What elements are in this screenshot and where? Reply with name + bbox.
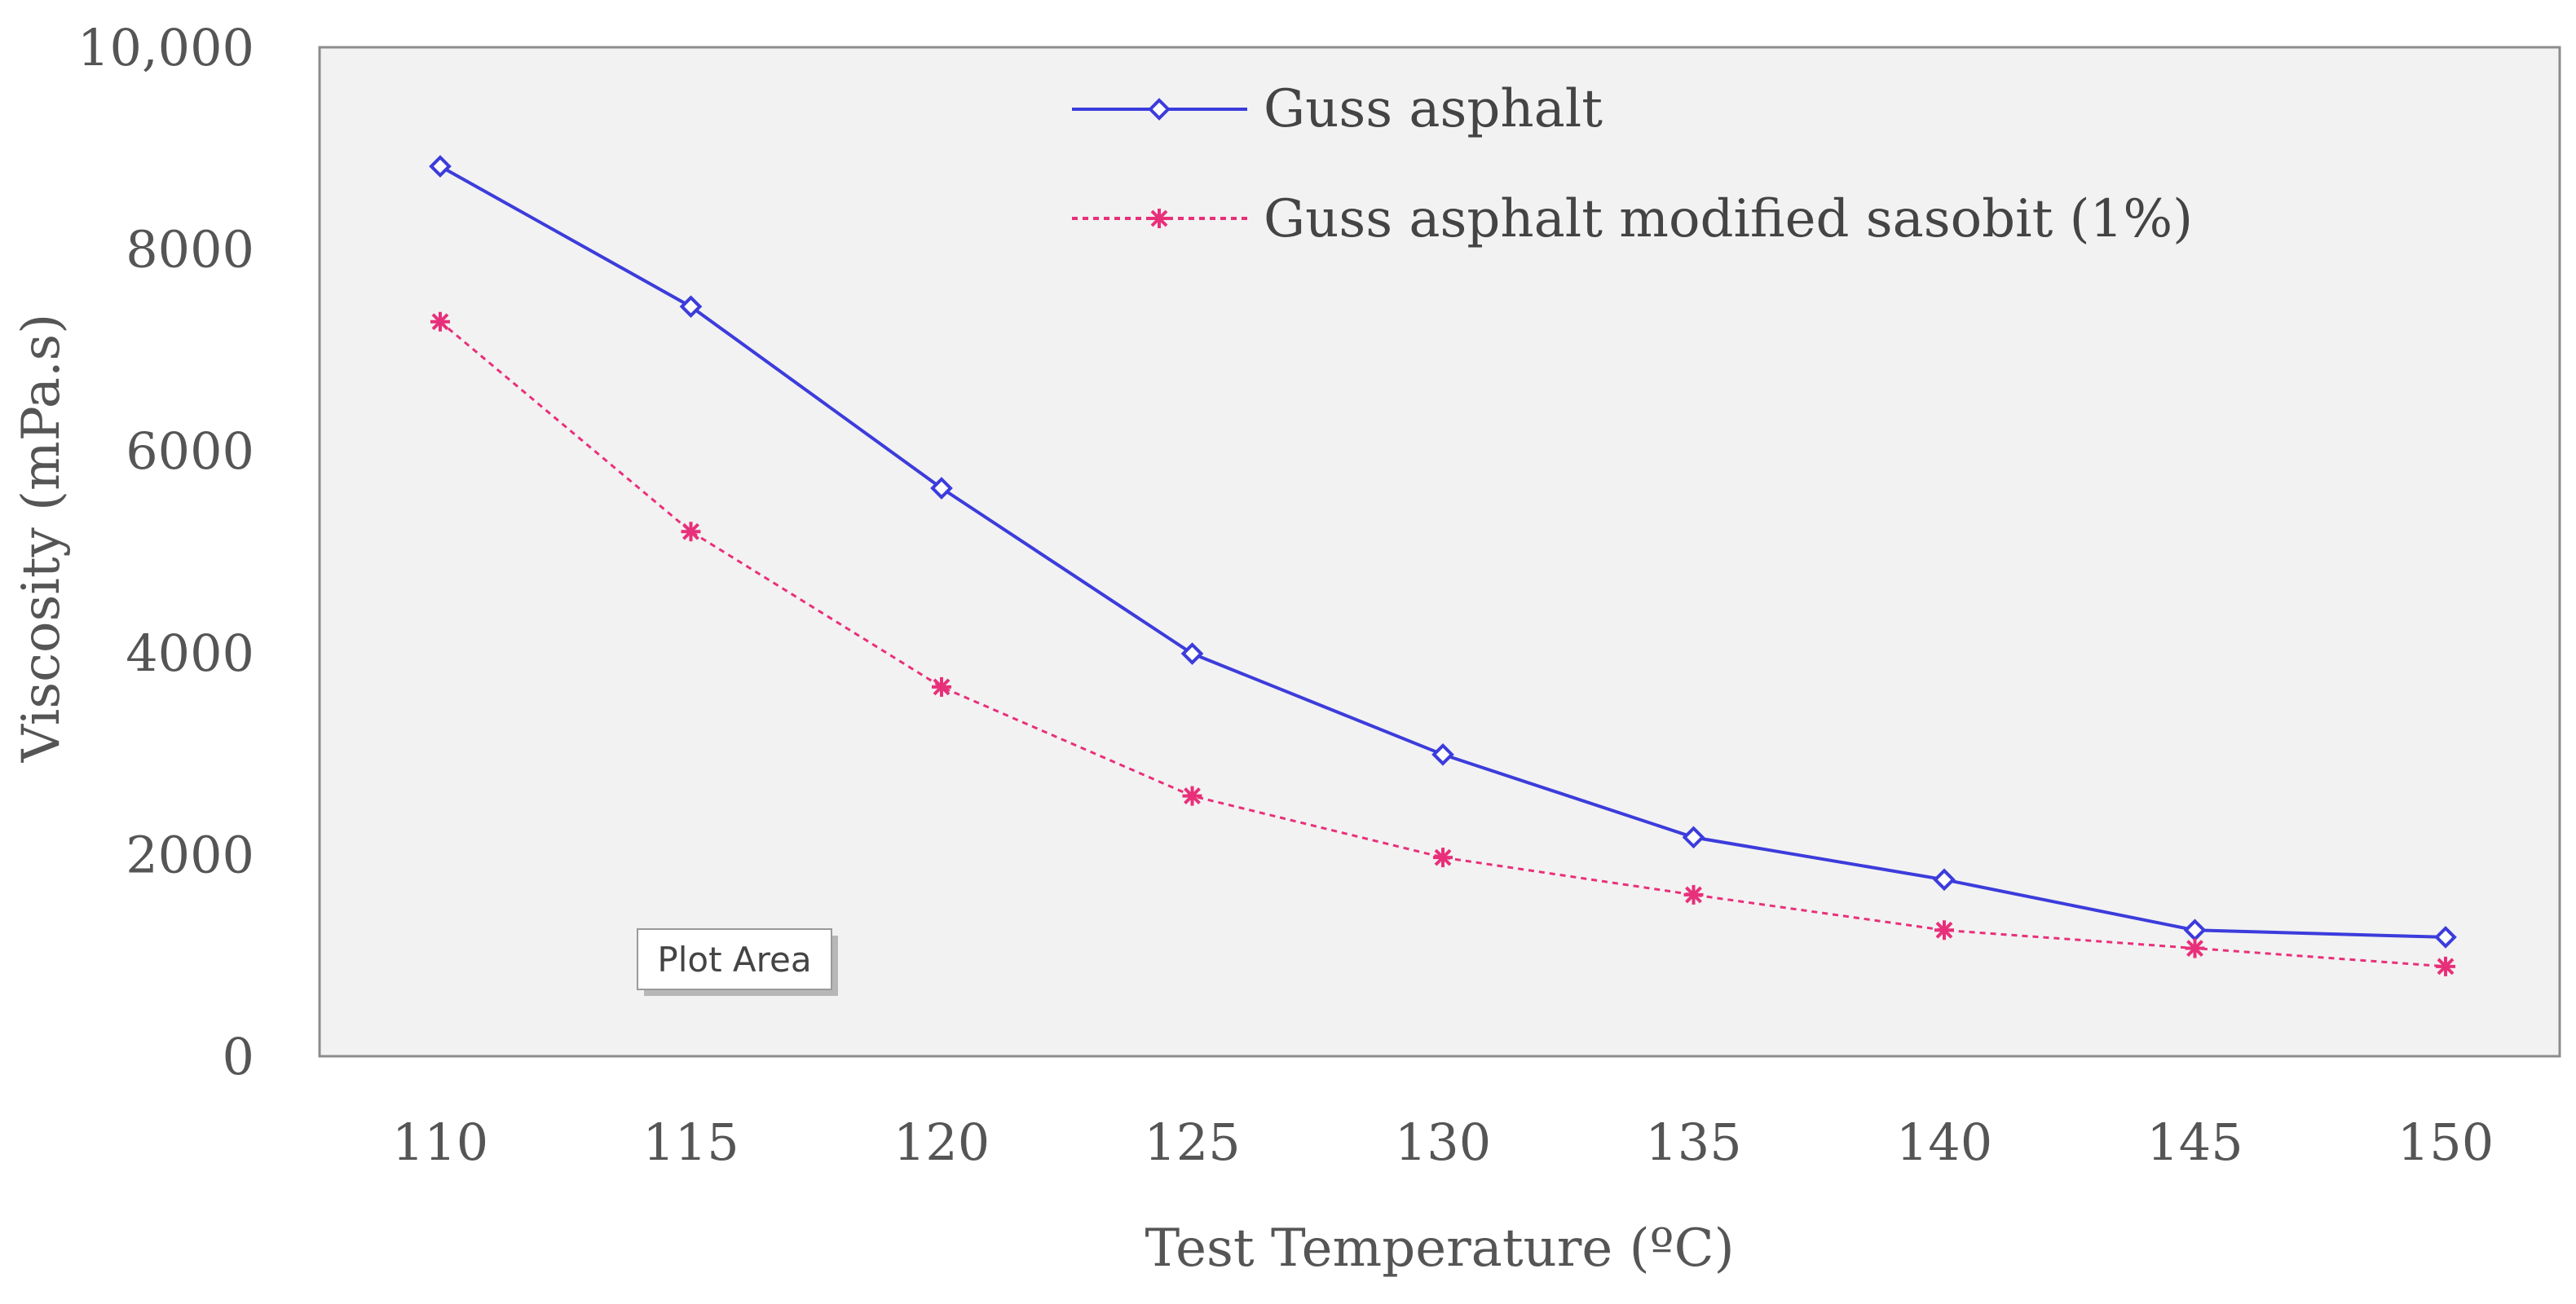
y-tick-label: 4000: [126, 623, 254, 683]
data-point-star[interactable]: [1433, 848, 1453, 868]
y-tick-label: 0: [223, 1027, 254, 1086]
data-point-diamond[interactable]: [429, 155, 452, 178]
x-tick-label: 150: [2397, 1112, 2494, 1172]
x-tick-label: 125: [1144, 1112, 1240, 1172]
data-point-diamond[interactable]: [1682, 826, 1705, 849]
data-point-diamond[interactable]: [2434, 926, 2457, 949]
y-tick-label: 10,000: [77, 18, 254, 77]
data-point-star[interactable]: [1182, 786, 1202, 806]
y-axis-title: Viscosity (mPa.s): [11, 314, 72, 763]
x-axis-title: Test Temperature (ºC): [1145, 1218, 1734, 1279]
data-point-diamond[interactable]: [1933, 868, 1956, 892]
data-point-star[interactable]: [1934, 920, 1954, 941]
x-tick-label: 135: [1645, 1112, 1741, 1172]
plot-area[interactable]: [318, 46, 2561, 1058]
tooltip-label: Plot Area: [657, 940, 811, 980]
data-point-star[interactable]: [2436, 956, 2455, 976]
plot-area-tooltip: Plot Area: [637, 928, 838, 996]
x-tick-label: 115: [642, 1112, 739, 1172]
data-point-star[interactable]: [2185, 938, 2205, 958]
data-point-diamond[interactable]: [930, 477, 953, 500]
data-point-diamond[interactable]: [1431, 743, 1454, 766]
data-point-diamond[interactable]: [679, 295, 703, 318]
series-line-1: [439, 320, 2446, 968]
legend-marker-star-icon: [1149, 209, 1169, 228]
y-tick-label: 6000: [126, 421, 254, 481]
y-tick-label: 2000: [126, 825, 254, 884]
x-tick-label: 145: [2146, 1112, 2243, 1172]
legend-label-guss-asphalt: Guss asphalt: [1264, 79, 1603, 139]
legend-marker-diamond-icon: [1148, 98, 1171, 121]
data-point-star[interactable]: [430, 311, 450, 332]
data-point-star[interactable]: [1683, 884, 1704, 905]
data-point-star[interactable]: [681, 522, 701, 542]
x-tick-label: 110: [392, 1112, 488, 1172]
data-point-star[interactable]: [932, 676, 951, 697]
legend-label-guss-asphalt-sasobit: Guss asphalt modified sasobit (1%): [1264, 189, 2193, 249]
data-point-diamond[interactable]: [1180, 642, 1204, 665]
x-tick-label: 130: [1395, 1112, 1491, 1172]
x-axis-ticks: 110 115 120 125 130 135 140 145 150: [392, 1112, 2494, 1172]
legend: Guss asphalt Guss asphalt modified sasob…: [1072, 79, 2193, 249]
x-tick-label: 140: [1896, 1112, 1992, 1172]
series-layer: [429, 155, 2457, 976]
y-axis-ticks: 0 2000 4000 6000 8000 10,000: [77, 18, 254, 1086]
y-tick-label: 8000: [126, 220, 254, 280]
x-tick-label: 120: [893, 1112, 990, 1172]
